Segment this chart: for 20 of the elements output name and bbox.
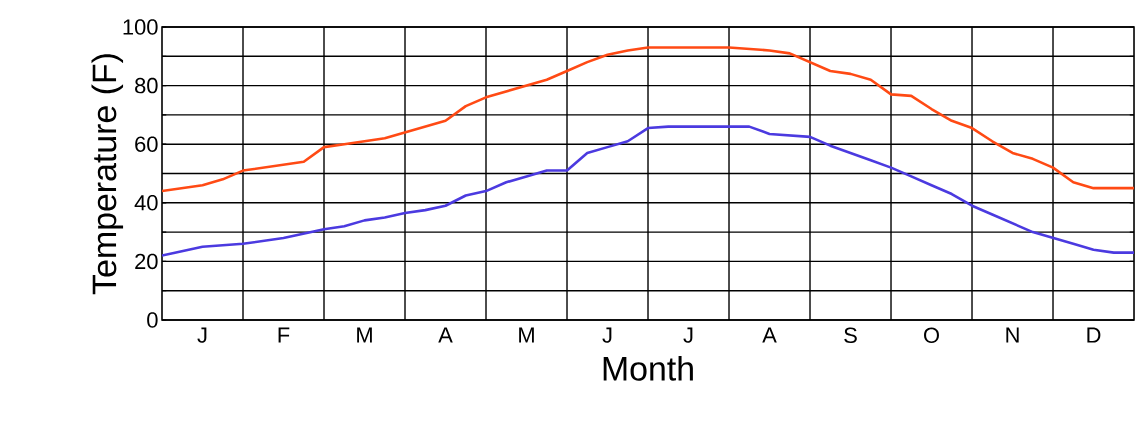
x-tick-label: A: [438, 327, 453, 343]
x-axis-title: Month: [603, 355, 693, 381]
y-tick-label: 0: [147, 312, 158, 328]
x-tick-label: M: [357, 327, 372, 343]
x-tick-label: J: [683, 327, 693, 343]
x-tick-label: M: [519, 327, 534, 343]
x-tick-label: J: [602, 327, 612, 343]
y-tick-label: 20: [135, 253, 158, 270]
x-tick-label: N: [1006, 327, 1019, 343]
x-tick-label: A: [762, 327, 777, 343]
x-tick-label: F: [278, 327, 290, 343]
x-tick-label: O: [924, 327, 939, 344]
y-axis-title: Temperature (F): [91, 54, 124, 295]
x-tick-label: J: [197, 327, 207, 343]
y-tick-label: 40: [134, 195, 158, 211]
x-tick-label: D: [1087, 327, 1101, 343]
y-tick-label: 100: [123, 19, 158, 35]
y-tick-label: 80: [135, 77, 158, 94]
x-tick-label: S: [844, 327, 857, 344]
y-tick-label: 60: [135, 136, 158, 152]
